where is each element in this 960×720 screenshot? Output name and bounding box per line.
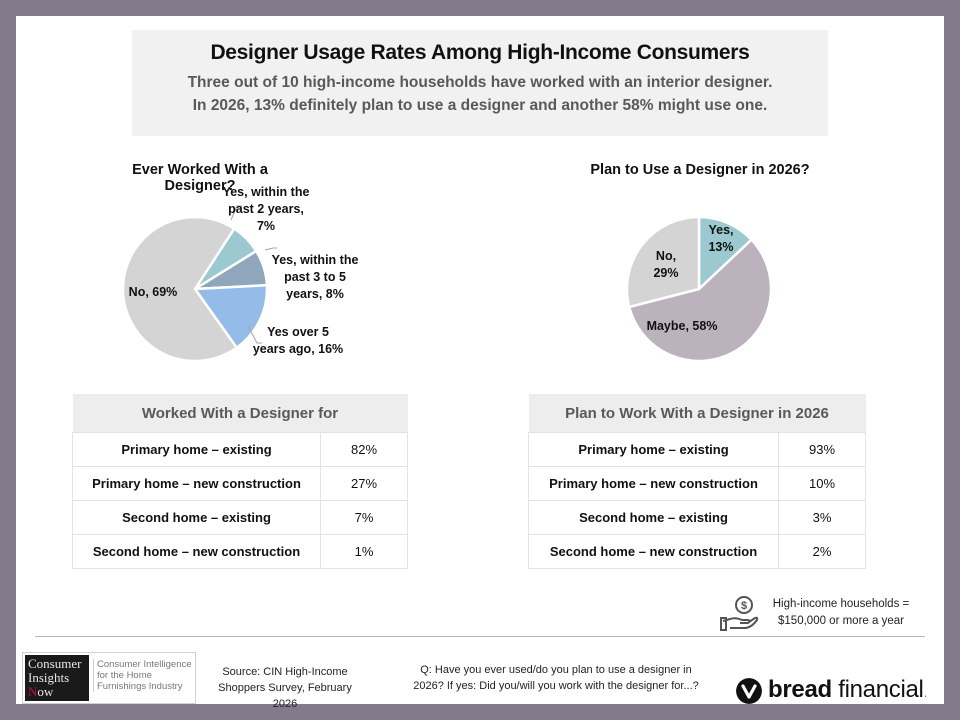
survey-question: Q: Have you ever used/do you plan to use… xyxy=(413,664,699,692)
banner-subtitle: Three out of 10 high-income households h… xyxy=(132,71,828,117)
row-value: 93% xyxy=(778,432,866,467)
row-label: Primary home – new construction xyxy=(72,466,321,501)
row-label: Second home – existing xyxy=(528,500,779,535)
cin-logo-tagline: Consumer Intelligence for the Home Furni… xyxy=(93,659,197,692)
table-row: Primary home – new construction 10% xyxy=(528,466,866,501)
row-value: 1% xyxy=(320,534,408,569)
cin-logo-word-1: Consumer xyxy=(28,656,82,671)
table-row: Primary home – existing 82% xyxy=(72,432,408,467)
row-label: Primary home – existing xyxy=(72,432,321,467)
table-header: Worked With a Designer for xyxy=(72,394,408,433)
page-title: Designer Usage Rates Among High-Income C… xyxy=(210,41,750,64)
table-row: Second home – new construction 1% xyxy=(72,534,408,569)
bread-logo-mark-icon xyxy=(736,678,762,704)
pie-slice-maybe xyxy=(627,237,773,363)
leader-line xyxy=(230,205,242,221)
chart-title-plan: Plan to Use a Designer in 2026? xyxy=(590,162,810,178)
subtitle-line-1: Three out of 10 high-income households h… xyxy=(187,74,773,91)
table-row: Primary home – new construction 27% xyxy=(72,466,408,501)
pie-data-label: Maybe, 58% xyxy=(647,319,718,333)
pie-data-label: Yes, within the past 2 years, 7% xyxy=(223,185,310,233)
pie-slice-no xyxy=(625,215,701,309)
brand-rest: financial xyxy=(831,676,924,703)
row-label: Second home – new construction xyxy=(72,534,321,569)
table-plan-to-work: Plan to Work With a Designer in 2026 Pri… xyxy=(528,394,866,569)
hand-holding-dollar-icon: $ xyxy=(720,596,759,631)
cin-logo-word-3: N xyxy=(28,684,38,699)
pie-chart-plan: Yes, 13% Maybe, 58% No, 29% xyxy=(625,215,773,363)
income-note: $ High-income households = $150,000 or m… xyxy=(720,594,940,634)
pie-data-label: No, 69% xyxy=(129,285,178,299)
brand-dot: . xyxy=(923,684,928,700)
slide: Designer Usage Rates Among High-Income C… xyxy=(16,16,944,710)
header-banner: Designer Usage Rates Among High-Income C… xyxy=(132,30,828,136)
pie-data-label: Yes over 5 years ago, 16% xyxy=(253,325,343,356)
table-row: Second home – new construction 2% xyxy=(528,534,866,569)
cin-logo: Consumer Insights Now Consumer Intellige… xyxy=(22,652,196,704)
svg-text:$: $ xyxy=(741,600,747,612)
brand-bold: bread xyxy=(768,676,832,703)
table-header: Plan to Work With a Designer in 2026 xyxy=(528,394,866,433)
leader-line xyxy=(264,247,277,251)
note-line-1: High-income households = xyxy=(772,598,910,610)
table-worked-with-designer: Worked With a Designer for Primary home … xyxy=(72,394,408,569)
pie-data-label: Yes, 13% xyxy=(708,223,733,254)
source-note: Source: CIN High-Income Shoppers Survey,… xyxy=(218,666,352,710)
row-value: 27% xyxy=(320,466,408,501)
row-value: 3% xyxy=(778,500,866,535)
row-label: Primary home – new construction xyxy=(528,466,779,501)
pie-data-label: Yes, within the past 3 to 5 years, 8% xyxy=(272,253,359,301)
pie-data-label: No, 29% xyxy=(653,249,678,280)
subtitle-line-2: In 2026, 13% definitely plan to use a de… xyxy=(192,97,768,114)
bread-logo-wordmark: bread financial. xyxy=(768,676,927,704)
pie-chart-ever-worked: Yes, within the past 2 years, 7% Yes, withi… xyxy=(121,185,359,363)
leader-line xyxy=(247,325,262,344)
pie-slice-no xyxy=(121,215,239,363)
row-value: 7% xyxy=(320,500,408,535)
note-line-2: $150,000 or more a year xyxy=(778,615,904,627)
row-value: 2% xyxy=(778,534,866,569)
table-row: Primary home – existing 93% xyxy=(528,432,866,467)
row-value: 82% xyxy=(320,432,408,467)
pie-charts: Yes, within the past 2 years, 7% Yes, withi… xyxy=(121,185,773,363)
cin-logo-mark: Consumer Insights Now xyxy=(25,655,89,701)
footer-divider xyxy=(35,636,925,637)
row-value: 10% xyxy=(778,466,866,501)
table-row: Second home – existing 7% xyxy=(72,500,408,535)
pie-slice-yes-over-5-years-ago xyxy=(192,283,269,350)
chart-title-ever-worked: Ever Worked With a Designer? xyxy=(132,162,268,194)
row-label: Second home – new construction xyxy=(528,534,779,569)
table-row: Second home – existing 3% xyxy=(528,500,866,535)
cin-logo-word-2: Insights xyxy=(28,670,70,685)
row-label: Primary home – existing xyxy=(528,432,779,467)
row-label: Second home – existing xyxy=(72,500,321,535)
